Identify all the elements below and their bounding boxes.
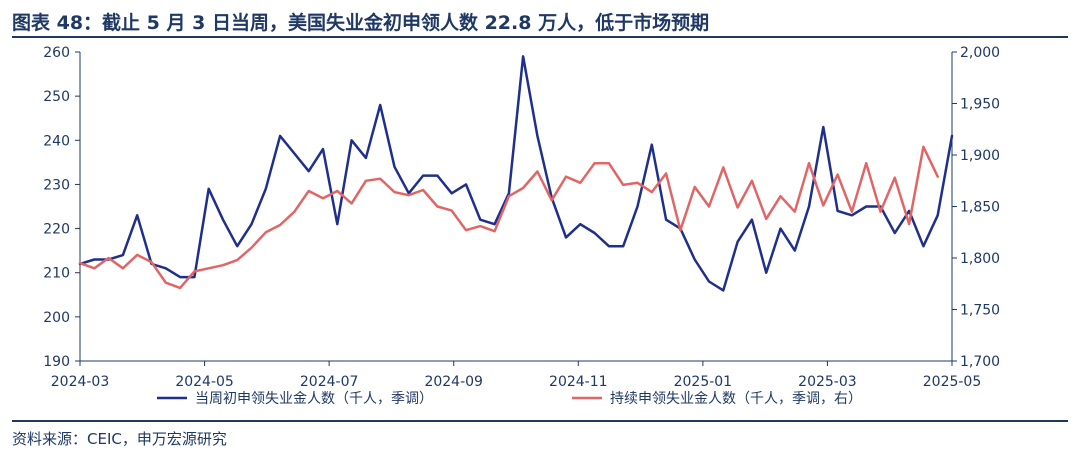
- line-chart: 190 200 210 220 230 240 250 260 1,700 1,750 1,800 1…: [43, 45, 1000, 407]
- footer-divider: [12, 420, 1068, 422]
- x-tick-label: 2025-05: [923, 374, 982, 390]
- y-tick-label-right: 2,000: [960, 45, 1000, 61]
- y-tick-label-right: 1,800: [960, 251, 1000, 267]
- chart-lines: [78, 55, 954, 292]
- chart-axes: 190 200 210 220 230 240 250 260 1,700 1,750 1,800 1…: [43, 45, 1000, 390]
- y-tick-label-right: 1,850: [960, 200, 1000, 216]
- y-tick-label-left: 240: [43, 133, 70, 149]
- title-divider: [12, 36, 1068, 38]
- y-tick-label-right: 1,950: [960, 97, 1000, 113]
- x-tick-label: 2025-03: [798, 374, 857, 390]
- y-tick-label-left: 230: [43, 177, 70, 193]
- chart-legend: 当周初申领失业金人数（千人，季调） 持续申领失业金人数（千人，季调，右）: [157, 390, 862, 407]
- y-tick-label-right: 1,900: [960, 148, 1000, 164]
- y-tick-label-left: 200: [43, 310, 70, 326]
- x-tick-label: 2024-11: [549, 374, 608, 390]
- chart-title: 图表 48：截止 5 月 3 日当周，美国失业金初申领人数 22.8 万人，低于…: [12, 12, 710, 34]
- series-line-2: [78, 145, 939, 290]
- source-note: 资料来源：CEIC，申万宏源研究: [12, 430, 227, 448]
- y-tick-label-left: 190: [43, 354, 70, 370]
- y-tick-label-left: 260: [43, 45, 70, 61]
- y-tick-label-left: 210: [43, 266, 70, 282]
- series-line-1: [78, 55, 954, 292]
- x-tick-label: 2024-07: [300, 374, 359, 390]
- y-tick-label-left: 220: [43, 222, 70, 238]
- legend-label-2: 持续申领失业金人数（千人，季调，右）: [610, 390, 862, 407]
- x-tick-label: 2024-09: [424, 374, 483, 390]
- x-tick-label: 2025-01: [674, 374, 733, 390]
- x-tick-label: 2024-03: [51, 374, 110, 390]
- y-tick-label-left: 250: [43, 89, 70, 105]
- x-tick-label: 2024-05: [175, 374, 234, 390]
- legend-label-1: 当周初申领失业金人数（千人，季调）: [195, 390, 433, 407]
- y-tick-label-right: 1,750: [960, 303, 1000, 319]
- y-tick-label-right: 1,700: [960, 354, 1000, 370]
